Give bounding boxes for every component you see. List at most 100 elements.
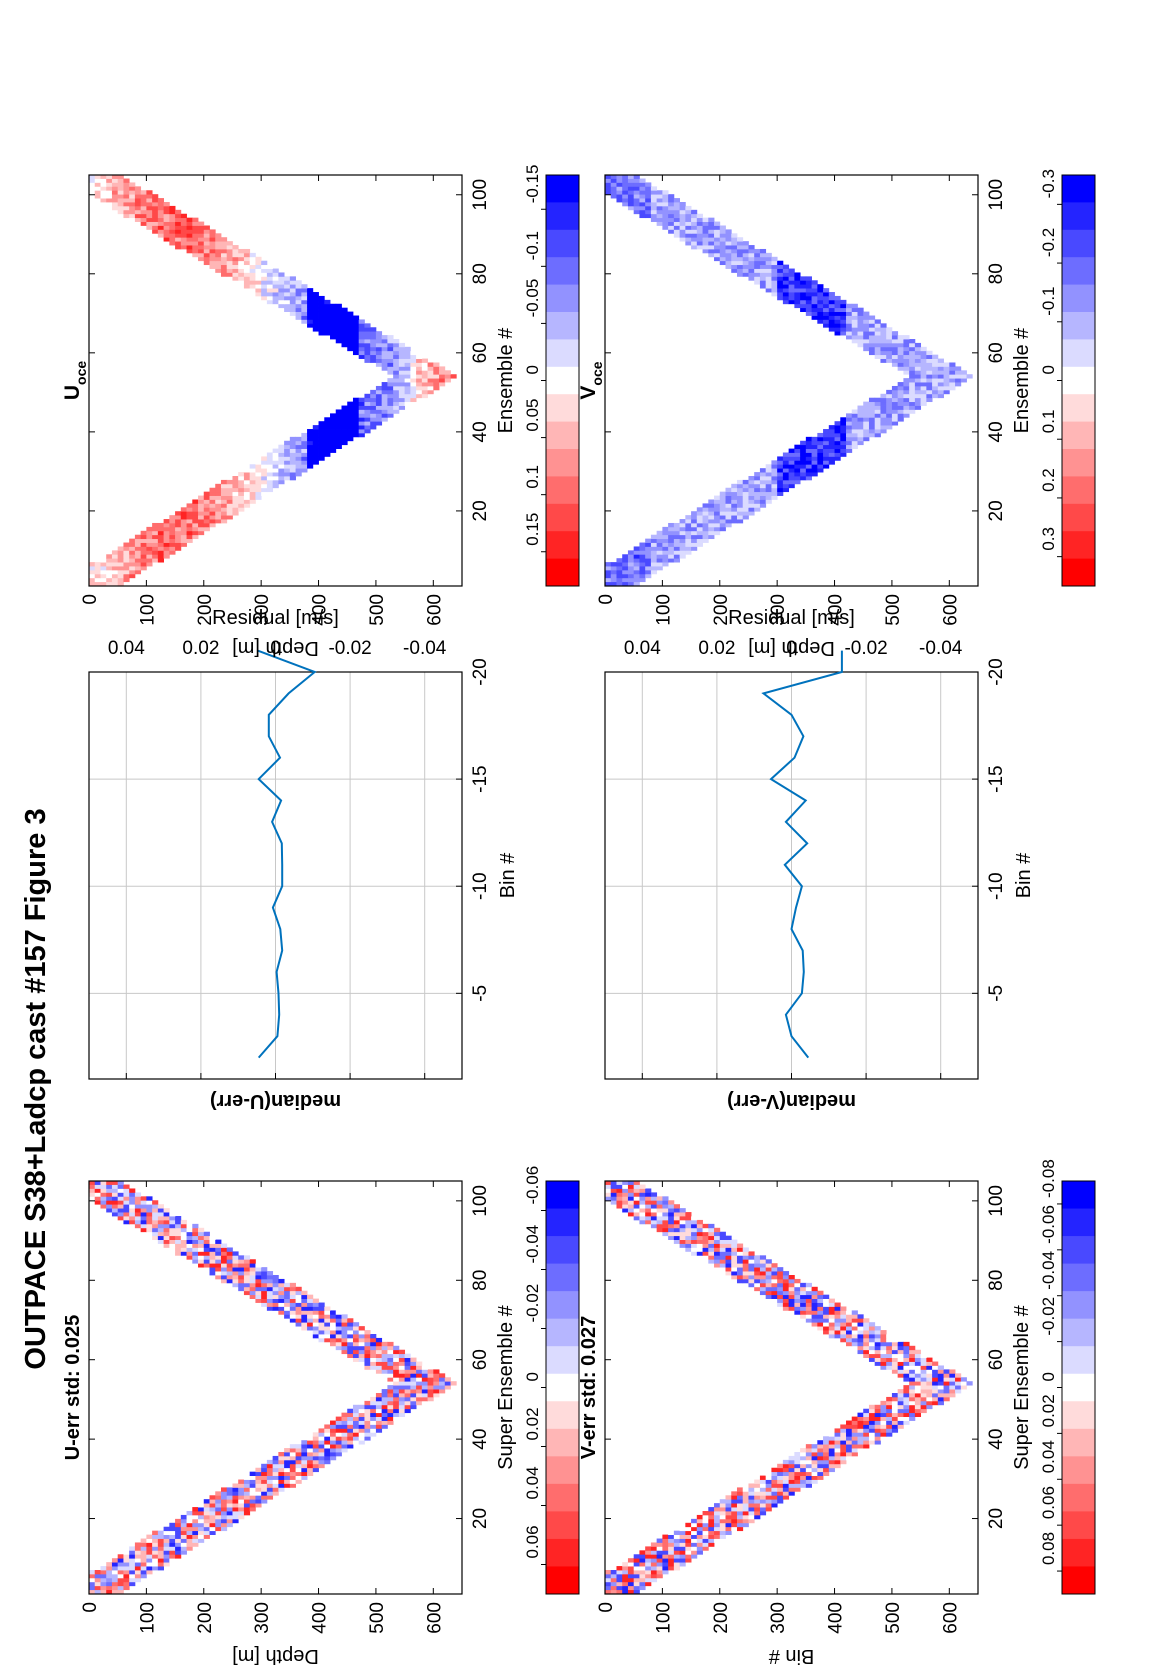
heatmap-cell — [198, 1259, 205, 1264]
heatmap-cell — [94, 1184, 101, 1189]
heatmap-cell — [742, 1503, 749, 1508]
heatmap-cell — [330, 413, 337, 418]
heatmap-cell — [249, 1294, 256, 1299]
heatmap-cell — [393, 409, 400, 414]
heatmap-cell — [639, 1581, 646, 1587]
heatmap-cell — [352, 401, 360, 406]
heatmap-cell — [272, 1298, 279, 1303]
heatmap-cell — [146, 1212, 153, 1217]
heatmap-cell — [284, 1306, 291, 1311]
plot-title: median(U-err) — [210, 1090, 341, 1112]
heatmap-cell — [662, 225, 669, 230]
heatmap-cell — [719, 499, 726, 504]
heatmap-cell — [220, 272, 228, 277]
heatmap-cell — [828, 432, 835, 438]
heatmap-cell — [330, 1334, 337, 1339]
heatmap-cell — [335, 311, 342, 316]
heatmap-cell — [198, 519, 205, 524]
heatmap-cell — [765, 256, 772, 262]
heatmap-cell — [123, 546, 130, 551]
heatmap-cell — [851, 1416, 858, 1421]
heatmap-cell — [146, 1566, 153, 1571]
heatmap-cell — [347, 1330, 354, 1335]
heatmap-cell — [840, 319, 847, 324]
y-tick-label: 500 — [367, 594, 388, 626]
heatmap-cell — [301, 1444, 308, 1449]
heatmap-cell — [186, 221, 193, 226]
heatmap-cell — [209, 1518, 216, 1524]
heatmap-cell — [754, 1499, 761, 1504]
heatmap-cell — [312, 327, 319, 332]
heatmap-cell — [180, 241, 187, 246]
heatmap-cell — [771, 260, 778, 266]
colorbar-tick-label: 0 — [523, 365, 542, 374]
heatmap-cell — [209, 515, 216, 520]
heatmap-cell — [627, 1585, 635, 1591]
heatmap-cell — [295, 284, 302, 289]
heatmap-cell — [650, 1200, 658, 1205]
heatmap-cell — [771, 491, 778, 496]
heatmap-cell — [129, 190, 136, 195]
heatmap-cell — [203, 1267, 210, 1272]
heatmap-cell — [914, 1349, 922, 1355]
heatmap-cell — [209, 1530, 216, 1535]
plot-title-main: V — [577, 386, 600, 400]
heatmap-cell — [673, 233, 680, 238]
heatmap-cell — [886, 327, 893, 332]
heatmap-cell — [891, 393, 899, 399]
heatmap-cell — [673, 221, 680, 226]
heatmap-cell — [238, 260, 245, 266]
heatmap-cell — [777, 1298, 784, 1303]
heatmap-cell — [736, 260, 744, 266]
heatmap-cell — [238, 1507, 245, 1512]
heatmap-cell — [955, 378, 962, 383]
heatmap-cell — [123, 558, 130, 563]
heatmap-cell — [203, 1259, 210, 1264]
heatmap-cell — [416, 358, 423, 363]
heatmap-cell — [301, 452, 308, 457]
heatmap-cell — [823, 1314, 830, 1319]
heatmap-cell — [226, 1255, 233, 1260]
heatmap-cell — [404, 1400, 411, 1406]
heatmap-cell — [679, 534, 686, 540]
heatmap-cell — [639, 186, 646, 191]
heatmap-cell — [255, 1487, 262, 1492]
heatmap-cell — [175, 526, 182, 532]
heatmap-cell — [736, 1243, 744, 1248]
heatmap-cell — [627, 577, 635, 583]
heatmap-cell — [186, 503, 193, 508]
colorbar-swatch — [546, 174, 579, 203]
heatmap-cell — [307, 1440, 314, 1445]
heatmap-cell — [278, 1479, 285, 1484]
heatmap-cell — [903, 397, 910, 403]
heatmap-cell — [232, 276, 239, 281]
heatmap-cell — [886, 1357, 893, 1362]
heatmap-cell — [335, 1345, 342, 1351]
heatmap-cell — [777, 468, 784, 473]
heatmap-cell — [817, 292, 824, 297]
heatmap-cell — [805, 1282, 812, 1288]
heatmap-cell — [696, 534, 703, 540]
heatmap-cell — [622, 186, 629, 191]
heatmap-cell — [295, 1459, 302, 1465]
heatmap-cell — [823, 1436, 830, 1441]
heatmap-cell — [736, 264, 744, 269]
heatmap-cell — [289, 1298, 296, 1303]
heatmap-cell — [186, 507, 193, 512]
heatmap-cell — [719, 237, 726, 242]
heatmap-cell — [381, 354, 388, 359]
heatmap-cell — [937, 393, 944, 399]
heatmap-cell — [897, 401, 904, 406]
heatmap-cell — [203, 515, 210, 520]
heatmap-cell — [169, 1223, 176, 1229]
heatmap-cell — [880, 358, 887, 363]
heatmap-cell — [668, 1219, 675, 1225]
heatmap-cell — [863, 1436, 870, 1441]
colorbar-swatch — [546, 284, 579, 312]
heatmap-cell — [238, 1282, 245, 1288]
heatmap-cell — [782, 1495, 790, 1500]
heatmap-cell — [656, 1570, 663, 1575]
heatmap-cell — [731, 1510, 738, 1516]
heatmap-cell — [777, 264, 784, 269]
heatmap-cell — [111, 190, 119, 195]
